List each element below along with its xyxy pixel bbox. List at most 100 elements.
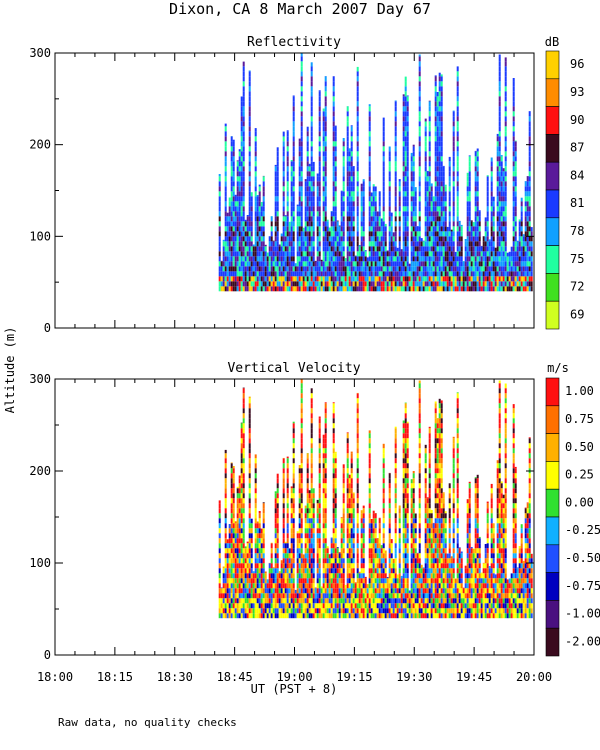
heatmap-cell [338,231,341,237]
heatmap-cell [502,206,505,212]
heatmap-cell [332,91,335,97]
heatmap-cell [224,211,227,217]
heatmap-cell [424,196,427,202]
heatmap-cell [418,256,421,262]
heatmap-cell [356,221,359,227]
heatmap-cell [222,246,225,252]
heatmap-cell [382,271,385,277]
heatmap-cell [304,216,307,222]
heatmap-cell [526,251,529,257]
heatmap-cell [302,578,305,584]
heatmap-cell [292,196,295,202]
heatmap-cell [406,176,409,182]
heatmap-cell [360,251,363,257]
heatmap-cell [482,271,485,277]
heatmap-cell [372,184,375,187]
heatmap-cell [310,146,313,152]
heatmap-cell [444,184,447,187]
heatmap-cell [376,236,379,242]
heatmap-cell [248,438,251,444]
heatmap-cell [342,266,345,272]
heatmap-cell [486,256,489,262]
heatmap-cell [286,221,289,227]
heatmap-cell [346,161,349,167]
heatmap-cell [248,483,251,489]
heatmap-cell [234,226,237,232]
heatmap-cell [316,598,319,604]
heatmap-cell [300,241,303,247]
heatmap-cell [456,276,459,282]
heatmap-cell [282,196,285,202]
heatmap-cell [312,543,315,549]
heatmap-cell [496,251,499,257]
heatmap-cell [248,211,251,217]
heatmap-cell [476,256,479,262]
heatmap-cell [406,266,409,272]
heatmap-cell [312,206,315,212]
heatmap-cell [410,191,413,197]
heatmap-cell [492,281,495,287]
heatmap-cell [284,271,287,277]
heatmap-cell [330,211,333,217]
heatmap-cell [448,176,451,182]
heatmap-cell [300,126,303,132]
heatmap-cell [436,141,439,147]
heatmap-cell [322,211,325,217]
heatmap-cell [440,171,443,177]
heatmap-cell [252,593,255,599]
heatmap-cell [402,111,405,117]
heatmap-cell [398,236,401,242]
heatmap-cell [306,463,309,469]
heatmap-cell [356,186,359,192]
heatmap-cell [290,231,293,237]
heatmap-cell [368,136,371,142]
heatmap-cell [500,271,503,277]
heatmap-cell [324,136,327,142]
heatmap-cell [232,466,235,469]
heatmap-cell [356,116,359,122]
heatmap-cell [424,118,427,122]
heatmap-cell [310,271,313,277]
heatmap-cell [322,251,325,257]
heatmap-cell [304,236,307,242]
heatmap-cell [412,256,415,262]
heatmap-cell [254,533,257,539]
heatmap-cell [440,76,443,82]
heatmap-cell [248,166,251,172]
heatmap-cell [318,136,321,142]
heatmap-cell [258,568,261,574]
heatmap-cell [310,408,313,414]
heatmap-cell [222,598,225,604]
heatmap-cell [316,251,319,257]
heatmap-cell [382,206,385,212]
heatmap-cell [300,448,303,454]
heatmap-cell [270,231,273,237]
heatmap-cell [322,513,325,519]
heatmap-cell [322,146,325,152]
colorbar-label: 72 [570,280,584,294]
heatmap-cell [220,587,223,589]
heatmap-cell [498,186,501,192]
heatmap-cell [454,261,457,267]
heatmap-cell [504,196,507,202]
heatmap-cell [378,281,381,287]
heatmap-cell [404,271,407,277]
heatmap-cell [424,246,427,252]
heatmap-cell [268,578,271,584]
heatmap-cell [512,226,515,232]
heatmap-cell [380,231,383,237]
heatmap-cell [470,236,473,242]
heatmap-cell [254,473,257,479]
heatmap-cell [362,261,365,267]
heatmap-cell [328,227,331,232]
heatmap-cell [234,568,237,574]
heatmap-cell [332,126,335,132]
heatmap-cell [300,61,303,67]
heatmap-cell [428,211,431,217]
heatmap-cell [290,543,293,549]
heatmap-cell [494,251,497,257]
heatmap-cell [332,151,335,157]
heatmap-cell [356,86,359,92]
heatmap-cell [254,146,257,152]
